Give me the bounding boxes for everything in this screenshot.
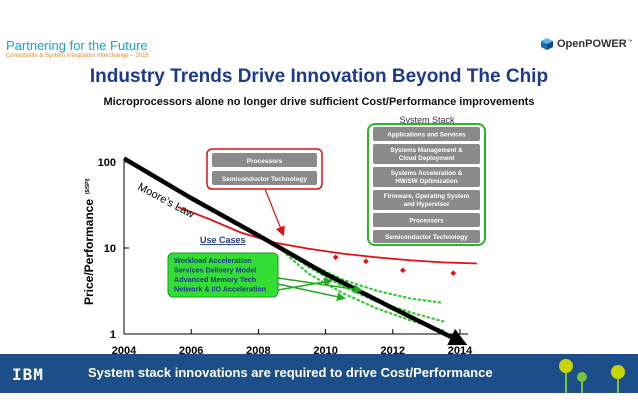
brand-trademark: ™ [627, 38, 633, 45]
header-subtitle: Consultants & System Integrators Interch… [6, 53, 149, 59]
footer-bar: IBM System stack innovations are require… [0, 354, 638, 393]
system-stack-title: System Stack [399, 115, 455, 125]
processor-layer-label: Semiconductor Technology [222, 176, 307, 183]
system-stack-layer [373, 167, 480, 187]
use-case-item: Advanced Memory Tech [174, 275, 256, 284]
system-stack-layer-label: Applications and Services [387, 132, 466, 139]
green-projection-line [274, 243, 445, 323]
processor-layer [212, 171, 317, 185]
processor-layer-label: Processors [247, 158, 283, 165]
system-stack-layer-label: and Hypervisor [404, 201, 450, 208]
slide-subtitle: Microprocessors alone no longer drive su… [103, 96, 535, 108]
openpower-cube-icon [541, 38, 553, 50]
use-case-arrow [277, 277, 333, 291]
red-data-marker [450, 270, 457, 276]
y-tick-label: 100 [98, 157, 116, 169]
system-stack-layer [373, 144, 480, 164]
ibm-logo: IBM [12, 365, 44, 384]
moores-law-line [122, 156, 468, 346]
red-data-marker [400, 267, 406, 274]
y-axis-label: Price/Performance ($/SPI) [82, 178, 96, 305]
y-tick-label: 10 [104, 243, 116, 255]
system-stack-layer [373, 127, 480, 141]
system-stack-layer [373, 213, 480, 227]
green-projection-line [274, 243, 445, 332]
tree-decoration-icon [559, 359, 625, 393]
use-case-item: Network & I/O Acceleration [174, 285, 266, 294]
system-stack-layer-label: Cloud Deployment [399, 155, 456, 162]
use-case-arrow [277, 277, 363, 294]
use-case-item: Services Delivery Model [174, 266, 256, 275]
use-case-item: Workload Acceleration [174, 256, 252, 265]
system-stack-layer-label: Systems Acceleration & [391, 170, 463, 177]
y-tick-label: 1 [110, 329, 116, 341]
red-data-marker [363, 258, 369, 265]
use-cases-title: Use Cases [200, 235, 246, 245]
system-stack-layer-label: Firmware, Operating System [384, 193, 470, 200]
y-axis-unit: ($/SPI) [85, 178, 91, 194]
processor-layer [212, 153, 317, 167]
use-cases-box [167, 252, 279, 298]
system-stack-layer [373, 190, 480, 210]
system-stack-layer-label: Systems Management & [390, 147, 463, 154]
moores-law-label: Moore’s Law [136, 181, 197, 221]
green-projection-line [274, 243, 445, 304]
slide-title: Industry Trends Drive Innovation Beyond … [89, 66, 549, 87]
y-axis-title: Price/Performance [82, 199, 96, 305]
red-data-marker [332, 254, 339, 261]
red-processor-curve [177, 206, 477, 265]
system-stack-layer [373, 230, 480, 243]
openpower-logo: OpenPOWER ™ [540, 37, 633, 51]
use-case-arrow [277, 283, 346, 302]
footer-text: System stack innovations are required to… [88, 365, 493, 380]
header-title: Partnering for the Future [6, 38, 148, 53]
processor-arrow [264, 188, 285, 237]
system-stack-layer-label: Semiconductor Technology [385, 234, 468, 241]
brand-name: OpenPOWER [557, 38, 627, 50]
system-stack-layer-label: Processors [409, 218, 444, 225]
system-stack-layer-label: HW/SW Optimization [395, 178, 457, 185]
